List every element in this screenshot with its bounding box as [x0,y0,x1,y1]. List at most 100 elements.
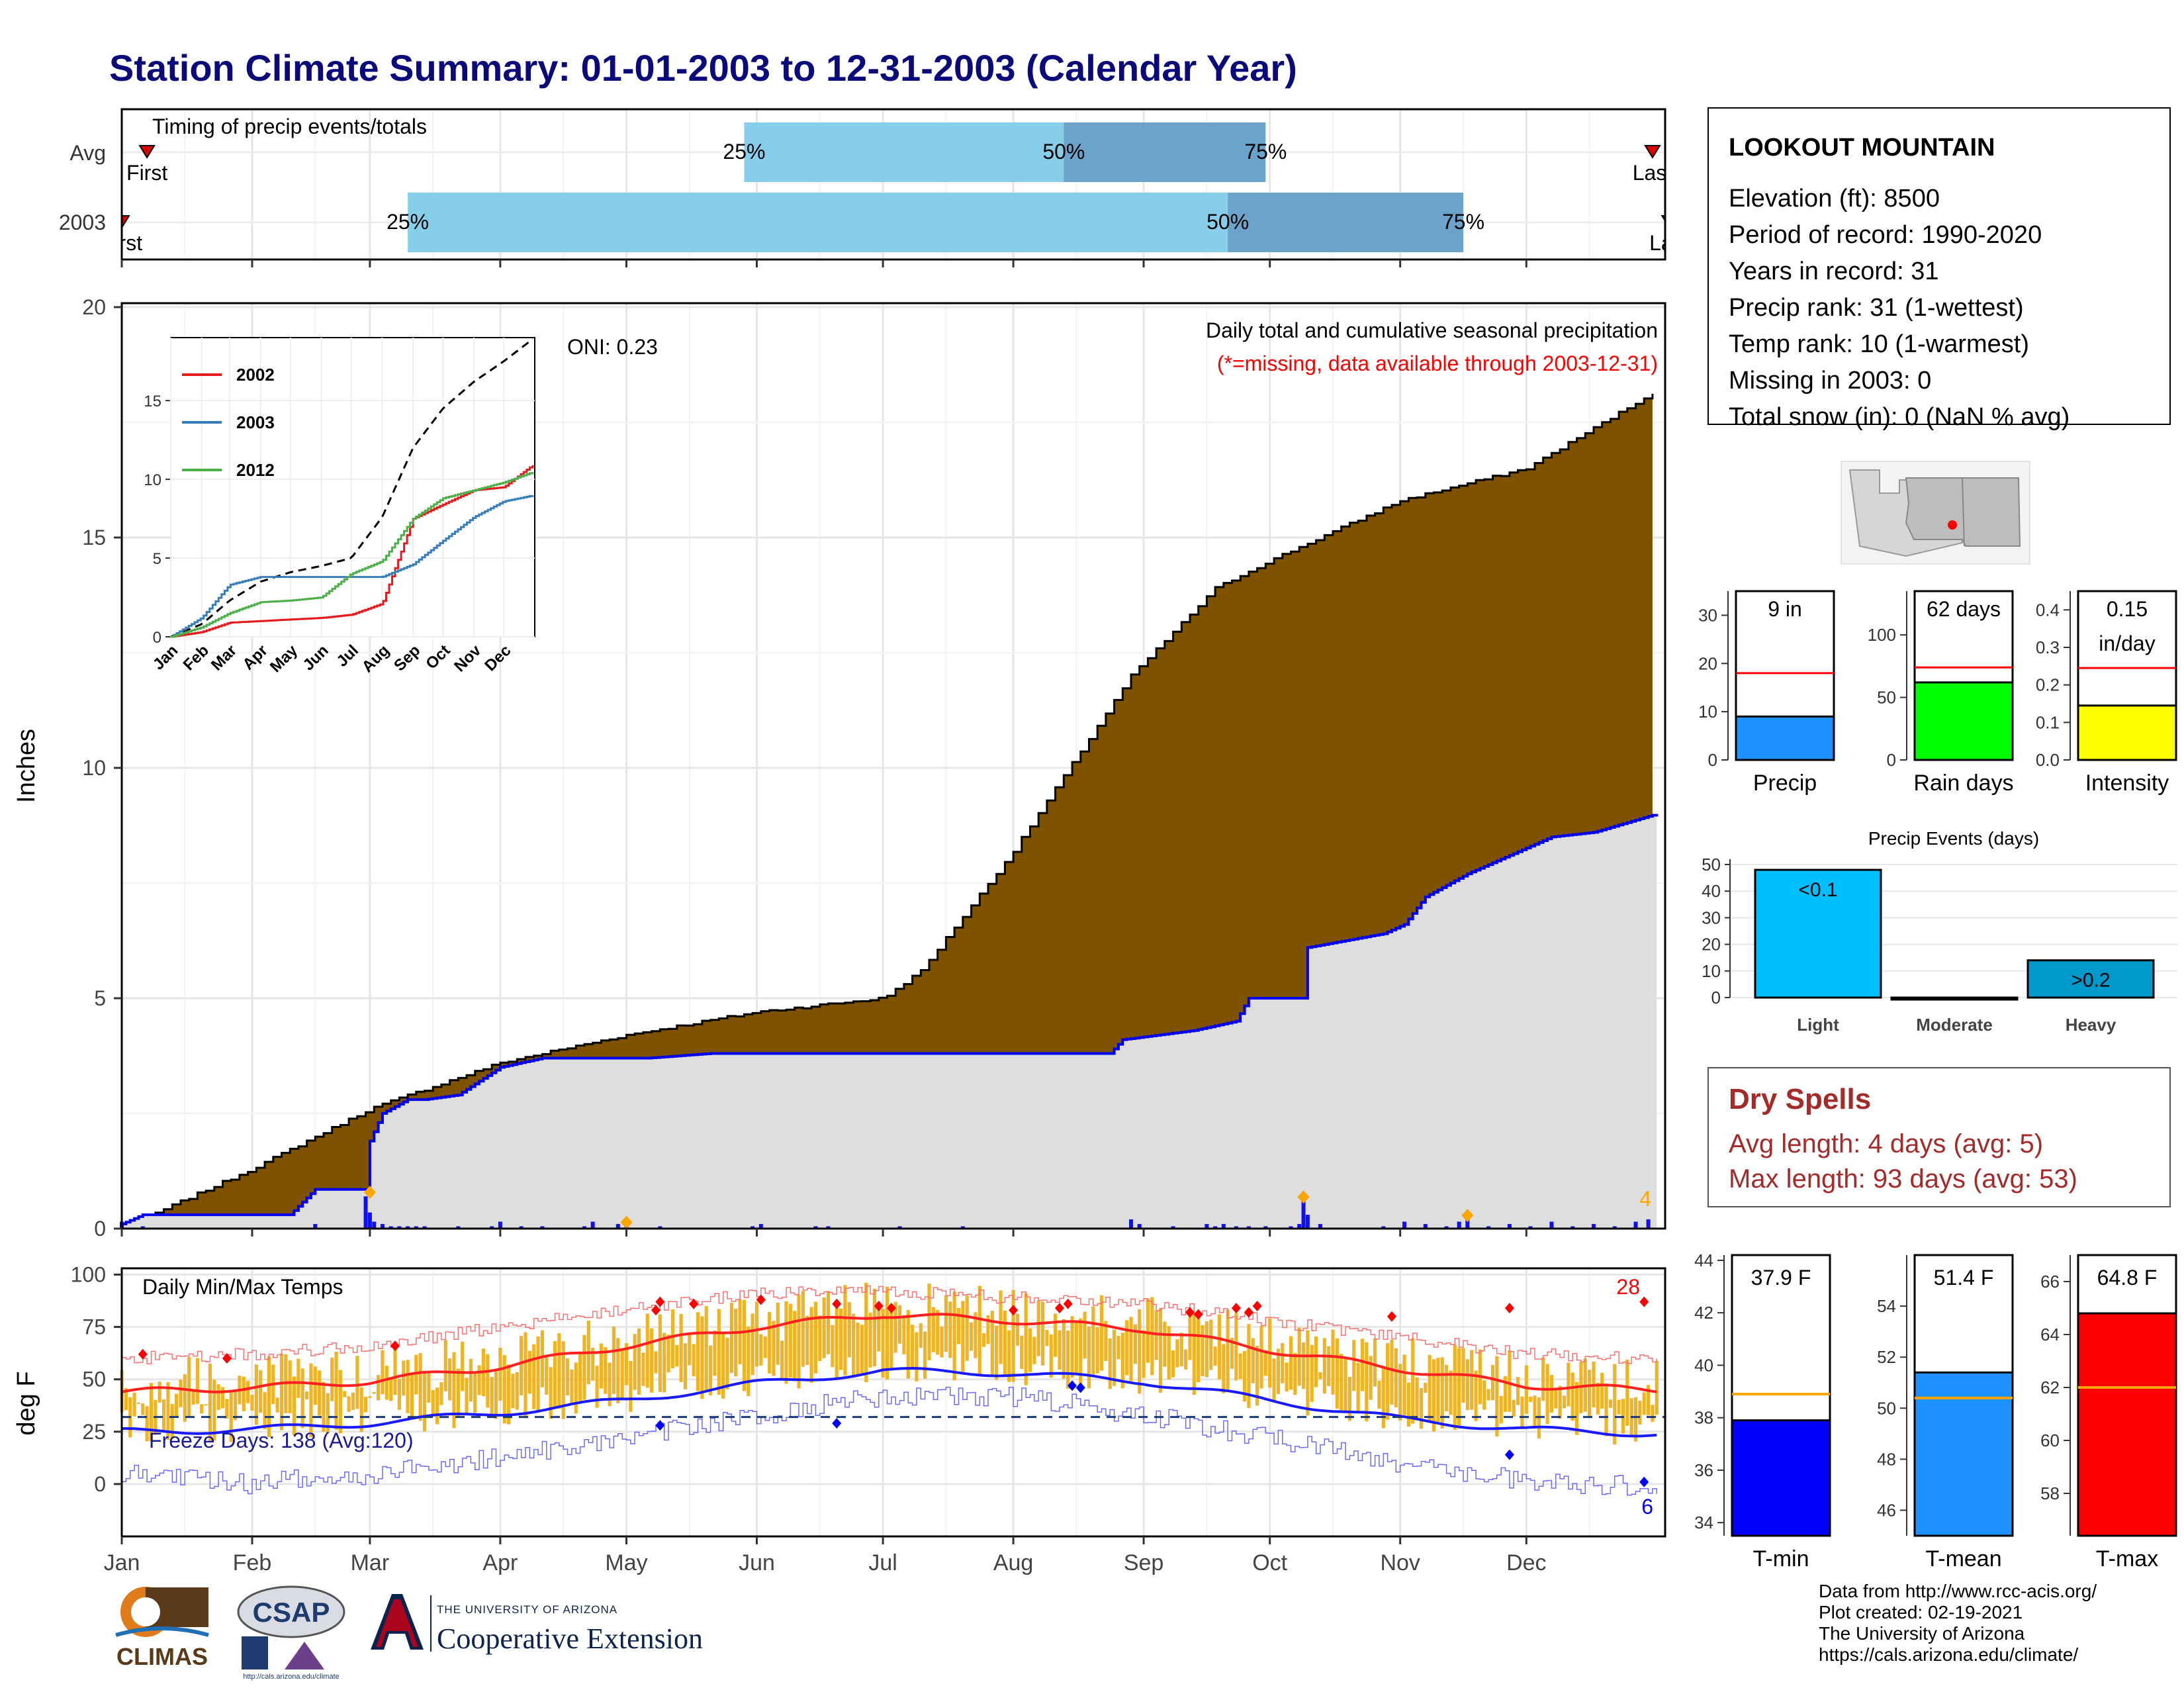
daily-temp-range-bar [877,1307,881,1352]
daily-temp-range-bar [347,1396,351,1412]
daily-temp-range-bar [965,1295,969,1361]
daily-temp-range-bar [893,1301,897,1353]
daily-temp-range-bar [1032,1336,1036,1364]
daily-temp-range-bar [1327,1346,1331,1386]
csap-logo: CSAP http://cals.arizona.edu/climate [232,1582,347,1681]
inset-y-tick-label: 15 [144,393,161,410]
station-years: Years in record: 31 [1729,258,1939,285]
daily-temp-range-bar [1062,1319,1066,1379]
daily-temp-range-bar [1633,1397,1638,1442]
csap-logo-url: http://cals.arizona.edu/climate [243,1673,340,1681]
daily-temp-range-bar [1205,1321,1208,1378]
daily-temp-range-bar [132,1392,136,1417]
daily-temp-range-bar [402,1360,406,1396]
oni-label: ONI: 0.23 [567,335,658,359]
daily-precip-bar [1205,1224,1209,1229]
daily-temp-range-bar [826,1291,831,1354]
temp-y-tick-label: 0 [94,1472,106,1496]
events-bar-label: >0.2 [2071,970,2110,992]
daily-temp-range-bar [595,1366,599,1408]
precip-y-tick-label: 0 [94,1217,106,1241]
events-x-tick-label: Moderate [1916,1015,1993,1035]
inset-legend: 2002 2003 2012 [182,365,275,480]
climas-wave-shape [115,1626,209,1637]
daily-temp-range-bar [1411,1338,1415,1424]
daily-temp-range-bar [363,1397,368,1413]
mini-bar-y-tick-label: 0 [1887,750,1896,770]
daily-temp-range-bar [385,1366,388,1400]
daily-temp-range-bar [1449,1370,1453,1415]
month-axis-label: Feb [233,1550,272,1575]
daily-temp-range-bar [158,1382,161,1403]
daily-temp-range-bar [393,1346,397,1395]
record-high-marker [874,1300,884,1311]
daily-precip-bar [1633,1221,1638,1229]
daily-temp-range-bar [1087,1326,1091,1389]
footer-plot-date: Plot created: 02-19-2021 [1819,1602,2023,1622]
temp-y-tick-label: 25 [82,1420,106,1444]
daily-temp-range-bar [725,1337,729,1389]
mini-bar-y-tick-label: 50 [1877,688,1896,708]
ua-a-inner-shape [376,1599,418,1647]
daily-temp-range-bar [313,1366,317,1405]
mini-bar-y-tick-label: 100 [1868,625,1896,645]
daily-temp-range-bar [300,1368,304,1429]
daily-temp-range-bar [1386,1343,1390,1420]
daily-precip-bar [1234,1226,1238,1229]
daily-temp-range-bar [1217,1314,1222,1380]
daily-temp-range-bar [936,1310,940,1355]
daily-temp-range-bar [1524,1365,1528,1414]
daily-temp-range-bar [1570,1372,1574,1421]
footer-credits: Data from http://www.rcc-acis.org/ Plot … [1819,1581,2097,1665]
dry-spells-max: Max length: 93 days (avg: 53) [1729,1164,2077,1194]
month-axis-label: Dec [1506,1550,1546,1575]
daily-temp-range-bar [650,1328,654,1393]
daily-precip-bar [1549,1221,1554,1229]
daily-temp-range-bar [1230,1338,1234,1369]
daily-temp-range-bar [242,1376,246,1411]
daily-temp-range-bar [527,1350,531,1394]
page-title: Station Climate Summary: 01-01-2003 to 1… [109,47,1297,89]
events-bar-heavy [2026,959,2155,999]
daily-temp-range-bar [1596,1382,1600,1415]
daily-temp-range-bar [1146,1299,1150,1363]
daily-temp-range-bar [233,1389,238,1421]
daily-temp-range-bar [1289,1336,1293,1390]
daily-temp-range-bar [1104,1321,1108,1361]
daily-temp-range-bar [612,1327,616,1394]
average-max-temp-line [121,1313,1657,1393]
timing-row-avg-label: Avg [69,141,106,165]
daily-precip-bar [1570,1226,1575,1229]
daily-temp-range-bar [813,1301,818,1374]
month-axis-label: Apr [482,1550,518,1575]
station-location-marker [1948,520,1957,530]
daily-temp-range-bar [1508,1350,1512,1412]
daily-temp-range-bar [1024,1293,1028,1385]
dry-spells-avg: Avg length: 4 days (avg: 5) [1729,1129,2044,1158]
temp-bar-y-tick-label: 58 [2040,1483,2060,1503]
daily-temp-range-bar [818,1315,822,1362]
daily-temp-range-bar [1301,1342,1306,1389]
daily-precip-bar [960,1226,965,1229]
daily-precip-bar [406,1226,410,1229]
inset-series-2003 [171,494,534,638]
temp-bar-t-mean: 46 48 50 52 54 51.4 F T-mean [1877,1254,2014,1571]
dry-spells-title: Dry Spells [1729,1083,1872,1115]
daily-temp-range-bar [670,1309,675,1369]
daily-temp-range-bar [1011,1289,1015,1382]
temp-panel-title: Daily Min/Max Temps [142,1275,343,1299]
timing-first-label: First [101,231,142,255]
record-low-marker [832,1418,842,1429]
daily-precip-bar [380,1224,385,1229]
daily-temp-range-bar [747,1327,751,1396]
temp-bar-value-text: 64.8 F [2097,1266,2158,1289]
record-low-marker [1504,1449,1514,1460]
daily-temp-range-bar [881,1308,885,1378]
daily-temp-range-bar [1574,1382,1579,1435]
record-high-marker [1244,1307,1253,1318]
daily-temp-range-bar [1369,1356,1373,1400]
temp-bar-y-tick-label: 38 [1694,1408,1713,1428]
daily-temp-range-bar [788,1303,792,1378]
daily-temp-range-bar [549,1367,553,1419]
